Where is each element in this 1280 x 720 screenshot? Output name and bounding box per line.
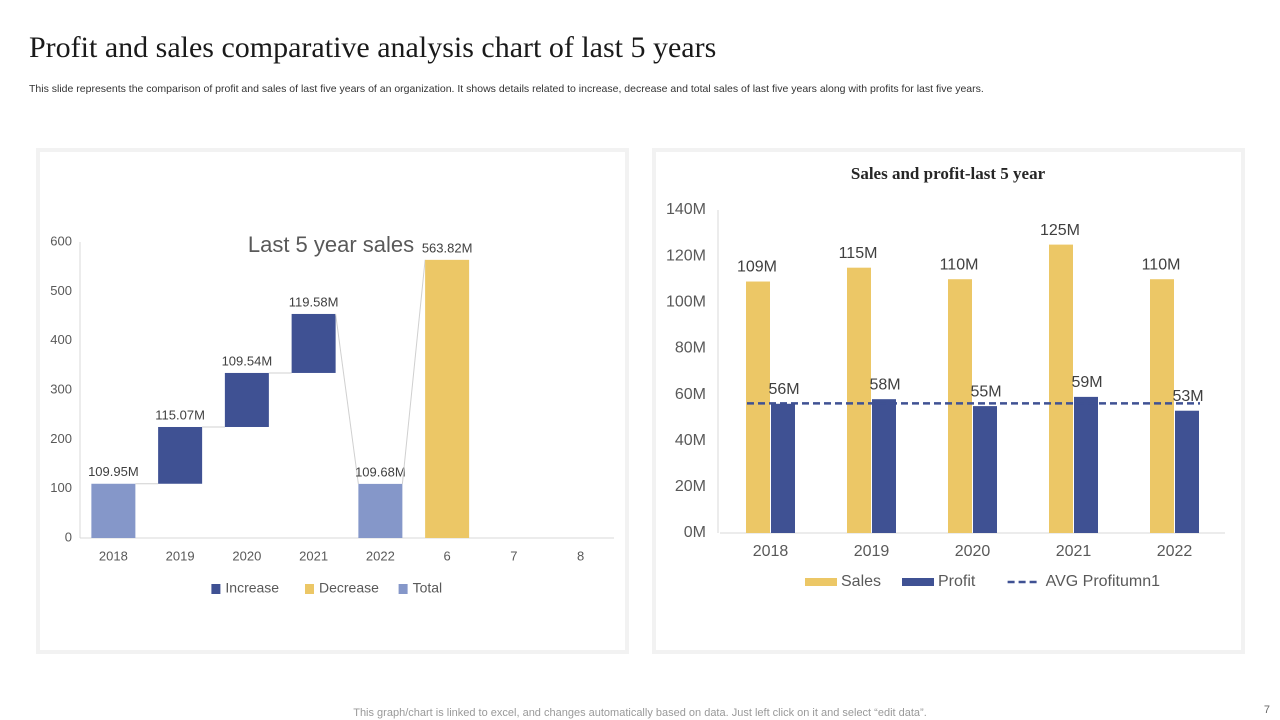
y-tick-label: 140M (666, 201, 706, 218)
data-label: 109.95M (88, 464, 139, 479)
y-tick-label: 0M (684, 524, 706, 541)
x-tick-label: 2019 (854, 543, 890, 560)
y-tick-label: 60M (675, 386, 706, 403)
data-label: 109.68M (355, 464, 406, 479)
y-tick-label: 100M (666, 294, 706, 311)
data-label: 58M (869, 376, 900, 393)
panel (40, 152, 625, 650)
page-number: 7 (1264, 704, 1270, 716)
x-tick-label: 2018 (753, 543, 789, 560)
data-label: 110M (940, 256, 979, 273)
legend-label: Increase (225, 580, 279, 596)
y-tick-label: 100 (50, 480, 72, 495)
y-tick-label: 0 (65, 529, 72, 544)
slide-title: Profit and sales comparative analysis ch… (29, 31, 716, 64)
bar (291, 313, 336, 373)
y-tick-label: 40M (675, 432, 706, 449)
data-label: 56M (768, 381, 799, 398)
bar (847, 267, 871, 533)
data-label: 59M (1071, 374, 1102, 391)
bar (1049, 244, 1073, 533)
x-tick-label: 2022 (1157, 543, 1193, 560)
bar (425, 259, 470, 538)
data-label: 125M (1040, 222, 1080, 239)
footer-note: This graph/chart is linked to excel, and… (353, 707, 927, 719)
x-tick-label: 2020 (955, 543, 991, 560)
y-tick-label: 300 (50, 381, 72, 396)
legend-swatch (398, 584, 408, 594)
x-tick-label: 8 (577, 548, 584, 563)
bar (358, 483, 403, 538)
legend-swatch (902, 578, 934, 586)
y-tick-label: 80M (675, 340, 706, 357)
data-label: 119.58M (289, 294, 339, 309)
x-tick-label: 6 (444, 548, 451, 563)
legend-swatch (211, 584, 221, 594)
chart-title: Sales and profit-last 5 year (851, 164, 1046, 183)
y-tick-label: 200 (50, 431, 72, 446)
y-tick-label: 600 (50, 233, 72, 248)
x-tick-label: 2022 (366, 548, 395, 563)
bar (158, 426, 203, 484)
y-tick-label: 120M (666, 247, 706, 264)
data-label: 115.07M (155, 407, 205, 422)
bar (746, 281, 770, 533)
y-tick-label: 500 (50, 283, 72, 298)
legend-label: Profit (938, 573, 976, 590)
data-label: 110M (1142, 256, 1181, 273)
x-tick-label: 2020 (232, 548, 261, 563)
data-label: 563.82M (422, 240, 473, 255)
bar (91, 483, 136, 538)
legend-label: AVG Profitumn1 (1046, 573, 1161, 590)
y-tick-label: 20M (675, 478, 706, 495)
bar (973, 406, 997, 533)
bar (1175, 410, 1199, 533)
connector (401, 259, 426, 484)
legend-swatch (805, 578, 837, 586)
data-label: 53M (1172, 388, 1203, 405)
bar (771, 403, 795, 533)
data-label: 115M (839, 245, 878, 262)
x-tick-label: 2019 (166, 548, 195, 563)
connector (335, 313, 359, 484)
legend-label: Sales (841, 573, 881, 590)
bar (1074, 396, 1098, 533)
y-tick-label: 400 (50, 332, 72, 347)
bar (224, 372, 269, 427)
x-tick-label: 2021 (299, 548, 328, 563)
x-tick-label: 2021 (1056, 543, 1092, 560)
bar (1150, 279, 1174, 533)
legend-label: Total (413, 580, 443, 596)
bar (948, 279, 972, 533)
x-tick-label: 7 (510, 548, 517, 563)
data-label: 109M (737, 259, 777, 276)
chart-title: Last 5 year sales (248, 232, 414, 257)
data-label: 109.54M (222, 353, 273, 368)
bar (872, 399, 896, 533)
slide-subtitle: This slide represents the comparison of … (29, 83, 984, 95)
legend-label: Decrease (319, 580, 379, 596)
legend-swatch (305, 584, 314, 594)
x-tick-label: 2018 (99, 548, 128, 563)
data-label: 55M (970, 383, 1001, 400)
